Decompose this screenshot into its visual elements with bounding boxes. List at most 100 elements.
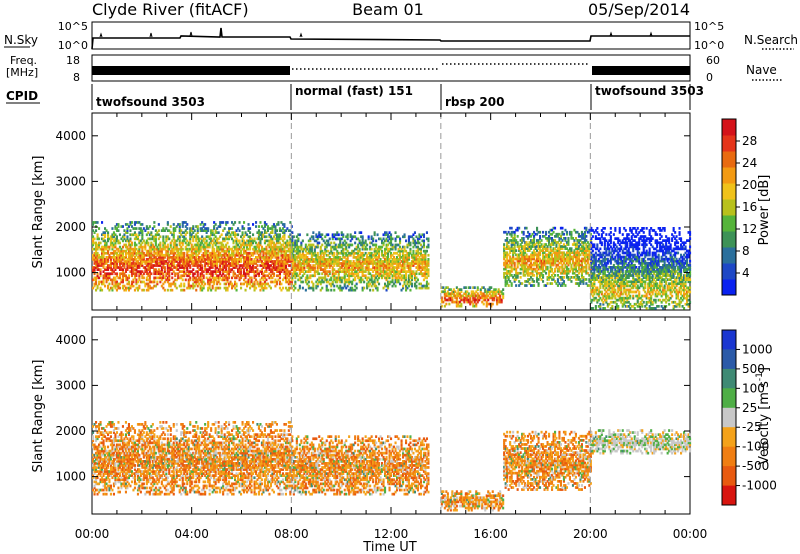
heatmap-cell — [147, 258, 150, 261]
heatmap-cell — [543, 255, 546, 259]
heatmap-cell — [309, 268, 312, 271]
heatmap-cell — [400, 288, 403, 292]
heatmap-cell — [291, 253, 294, 257]
heatmap-cell — [289, 258, 292, 261]
heatmap-cell — [181, 258, 184, 261]
heatmap-cell — [545, 261, 548, 265]
heatmap-cell — [561, 282, 564, 285]
heatmap-cell — [387, 264, 390, 267]
heatmap-cell — [183, 282, 186, 286]
heatmap-cell — [328, 256, 331, 259]
heatmap-cell — [387, 274, 390, 278]
heatmap-cell — [280, 270, 283, 273]
heatmap-cell — [292, 284, 295, 288]
heatmap-cell — [112, 231, 115, 234]
heatmap-cell — [208, 278, 211, 282]
heatmap-cell — [277, 253, 280, 257]
heatmap-cell — [527, 245, 530, 248]
heatmap-cell — [139, 256, 142, 259]
heatmap-cell — [114, 249, 117, 253]
heatmap-cell — [555, 259, 558, 263]
heatmap-cell — [199, 229, 202, 232]
heatmap-cell — [425, 276, 428, 280]
heatmap-cell — [117, 241, 120, 245]
heatmap-cell — [476, 296, 479, 300]
heatmap-cell — [135, 282, 138, 286]
heatmap-cell — [232, 260, 235, 263]
heatmap-cell — [286, 274, 289, 278]
heatmap-cell — [540, 261, 543, 265]
heatmap-cell — [561, 232, 564, 236]
heatmap-cell — [98, 253, 101, 257]
heatmap-cell — [247, 260, 250, 263]
heatmap-cell — [277, 245, 280, 249]
heatmap-cell — [387, 253, 390, 257]
heatmap-cell — [256, 268, 259, 271]
heatmap-cell — [147, 284, 150, 288]
heatmap-cell — [259, 231, 262, 234]
heatmap-cell — [105, 247, 108, 251]
heatmap-cell — [416, 239, 419, 243]
heatmap-cell — [555, 263, 558, 267]
heatmap-cell — [343, 268, 346, 271]
heatmap-cell — [222, 221, 225, 224]
heatmap-cell — [537, 239, 540, 242]
heatmap-cell — [342, 253, 345, 257]
heatmap-cell — [109, 262, 112, 265]
heatmap-cell — [138, 266, 141, 269]
heatmap-cell — [235, 247, 238, 251]
heatmap-cell — [546, 259, 549, 263]
heatmap-cell — [210, 260, 213, 263]
heatmap-cell — [249, 286, 252, 290]
heatmap-cell — [223, 237, 226, 241]
heatmap-cell — [403, 266, 406, 269]
heatmap-cell — [111, 243, 114, 247]
heatmap-cell — [189, 231, 192, 234]
heatmap-cell — [240, 272, 243, 276]
heatmap-cell — [316, 251, 319, 255]
heatmap-cell — [253, 270, 256, 273]
heatmap-cell — [286, 288, 289, 292]
heatmap-cell — [213, 247, 216, 251]
heatmap-cell — [260, 237, 263, 241]
heatmap-cell — [157, 251, 160, 255]
heatmap-cell — [153, 272, 156, 276]
heatmap-cell — [573, 228, 576, 232]
heatmap-cell — [210, 229, 213, 232]
heatmap-cell — [247, 235, 250, 239]
heatmap-cell — [171, 239, 174, 243]
heatmap-cell — [528, 263, 531, 267]
heatmap-cell — [327, 270, 330, 273]
heatmap-cell — [220, 260, 223, 263]
heatmap-cell — [144, 266, 147, 269]
heatmap-cell — [549, 265, 552, 269]
heatmap-cell — [527, 274, 530, 277]
heatmap-cell — [354, 284, 357, 288]
heatmap-cell — [151, 243, 154, 247]
heatmap-cell — [415, 256, 418, 259]
heatmap-cell — [382, 286, 385, 290]
heatmap-cell — [195, 237, 198, 241]
heatmap-cell — [559, 265, 562, 269]
heatmap-cell — [151, 260, 154, 263]
heatmap-cell — [493, 288, 496, 291]
heatmap-cell — [226, 270, 229, 273]
heatmap-cell — [555, 243, 558, 246]
heatmap-cell — [204, 247, 207, 251]
heatmap-cell — [297, 245, 300, 249]
heatmap-cell — [291, 235, 294, 239]
heatmap-cell — [145, 239, 148, 243]
heatmap-cell — [382, 274, 385, 278]
heatmap-cell — [355, 256, 358, 259]
heatmap-cell — [135, 258, 138, 261]
heatmap-cell — [107, 256, 110, 259]
heatmap-cell — [92, 243, 95, 247]
heatmap-cell — [325, 258, 328, 261]
heatmap-cell — [558, 232, 561, 236]
heatmap-cell — [268, 227, 271, 230]
heatmap-cell — [473, 298, 476, 302]
heatmap-cell — [208, 235, 211, 239]
heatmap-cell — [124, 268, 127, 271]
heatmap-cell — [339, 270, 342, 273]
heatmap-cell — [266, 256, 269, 259]
